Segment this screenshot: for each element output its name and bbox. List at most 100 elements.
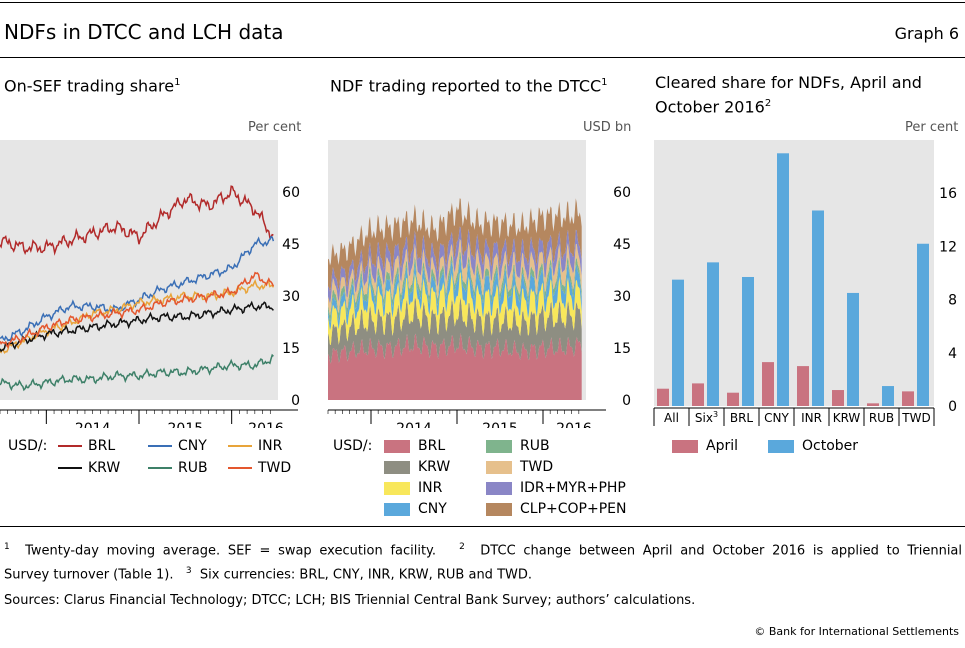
footnote-3-text: Six currencies: BRL, CNY, INR, KRW, RUB … xyxy=(199,567,533,583)
legend-swatch xyxy=(228,445,252,447)
right-y-tick-label: 16 xyxy=(939,186,957,202)
right-category-label: TWD xyxy=(901,411,930,425)
footnote-line-1: 1 Twenty-day moving average. SEF = swap … xyxy=(4,537,962,561)
legend-label: CNY xyxy=(178,438,207,454)
legend-swatch xyxy=(228,467,252,469)
right-panel-title: Cleared share for NDFs, April and Octobe… xyxy=(655,72,922,117)
legend-label: INR xyxy=(418,480,443,496)
legend-swatch xyxy=(486,439,512,453)
right-category-label: CNY xyxy=(764,411,789,425)
legend-label: KRW xyxy=(418,459,451,475)
legend-swatch xyxy=(486,481,512,495)
legend-item-rub: RUB xyxy=(148,460,208,476)
legend-label: April xyxy=(706,438,738,454)
left-panel-title-text: On-SEF trading share xyxy=(4,76,175,96)
bar-april-all xyxy=(657,388,669,406)
legend-label: RUB xyxy=(178,460,208,476)
left-x-tick-label: 2016 xyxy=(248,421,284,428)
legend-label: BRL xyxy=(418,438,446,454)
bar-october-six xyxy=(707,262,719,406)
left-y-tick-label: 15 xyxy=(282,341,300,357)
legend-label: CNY xyxy=(418,501,447,517)
header-rule xyxy=(0,57,965,58)
bar-april-cny xyxy=(762,362,774,406)
legend-item-inr: INR xyxy=(228,438,282,454)
right-y-tick-label: 8 xyxy=(948,293,957,309)
legend-swatch xyxy=(384,502,410,516)
legend-swatch xyxy=(58,445,82,447)
right-category-label: BRL xyxy=(730,411,754,425)
series-area-krw xyxy=(328,297,582,364)
right-category-label: Six3 xyxy=(695,410,718,425)
right-category-label: All xyxy=(664,411,679,425)
footnote-2-text-b: Survey turnover (Table 1). xyxy=(4,567,174,583)
copyright: © Bank for International Settlements xyxy=(754,625,959,638)
legend-swatch xyxy=(384,439,410,453)
legend-item-twd: TWD xyxy=(228,460,291,476)
dtcc-ndf-chart: 2014 2015 2016 0 15 30 45 60 xyxy=(327,140,631,428)
bar-april-inr xyxy=(797,366,809,406)
right-bars-group xyxy=(657,153,929,406)
middle-y-tick-label: 0 xyxy=(622,393,631,409)
legend-item-cny: CNY xyxy=(384,501,447,517)
legend-item-twd: TWD xyxy=(486,459,553,475)
bar-october-rub xyxy=(882,386,894,406)
legend-item-rub: RUB xyxy=(486,438,550,454)
right-category-label: INR xyxy=(801,411,822,425)
footnote-line-2: Survey turnover (Table 1). 3 Six currenc… xyxy=(4,561,962,585)
legend-item-october: October xyxy=(768,438,858,454)
footnote-2-text-a: DTCC change between April and October 20… xyxy=(480,543,963,559)
legend-swatch xyxy=(384,481,410,495)
right-category-label: RUB xyxy=(869,411,894,425)
bar-october-inr xyxy=(812,210,824,406)
right-y-tick-label: 4 xyxy=(948,346,957,362)
series-line-krw xyxy=(0,300,274,353)
legend-item-april: April xyxy=(672,438,738,454)
middle-panel-title-sup: 1 xyxy=(601,77,608,88)
right-panel-title-sup: 2 xyxy=(764,98,772,109)
footnotes: 1 Twenty-day moving average. SEF = swap … xyxy=(4,537,962,586)
series-area-brl xyxy=(328,333,582,400)
middle-panel-unit: USD bn xyxy=(583,120,632,135)
bar-april-brl xyxy=(727,392,739,406)
series-line-twd xyxy=(0,271,275,349)
series-area-inr xyxy=(328,272,582,345)
legend-label: TWD xyxy=(520,459,554,475)
bar-october-all xyxy=(672,279,684,406)
left-x-tick-label: 2015 xyxy=(168,421,204,428)
middle-y-tick-label: 45 xyxy=(613,237,631,253)
page-title: NDFs in DTCC and LCH data xyxy=(4,20,284,44)
legend-label: KRW xyxy=(88,460,121,476)
middle-x-tick-label: 2016 xyxy=(556,421,592,428)
right-category-label: KRW xyxy=(833,411,861,425)
middle-series-group xyxy=(328,198,582,400)
left-panel-title-sup: 1 xyxy=(174,77,181,88)
bar-october-krw xyxy=(847,292,859,406)
on-sef-chart: 2014 2015 2016 0 15 30 45 60 xyxy=(0,140,300,428)
middle-x-tick-label: 2014 xyxy=(396,421,432,428)
left-series-group xyxy=(0,185,275,392)
graph-label: Graph 6 xyxy=(894,24,959,43)
legend-swatch xyxy=(148,467,172,469)
series-area-cny xyxy=(328,258,582,331)
top-rule xyxy=(0,2,965,3)
right-y-tick-label: 0 xyxy=(948,399,957,415)
legend-label: CLP+COP+PEN xyxy=(520,501,627,517)
legend-swatch xyxy=(486,460,512,474)
left-panel-title: On-SEF trading share1 xyxy=(4,72,180,96)
legend-swatch xyxy=(768,439,794,453)
middle-legend: BRL RUB KRW TWD INR IDR+MYR+PHP CNY CLP+COP+PEN xyxy=(326,434,641,520)
legend-swatch xyxy=(58,467,82,469)
middle-panel-title-text: NDF trading reported to the DTCC xyxy=(330,76,602,96)
legend-item-krw: KRW xyxy=(384,459,450,475)
footnote-2-number: 2 xyxy=(459,542,465,552)
series-area-twd xyxy=(328,238,582,316)
legend-swatch xyxy=(384,460,410,474)
bar-april-twd xyxy=(902,391,914,406)
legend-swatch xyxy=(486,502,512,516)
legend-item-cny: CNY xyxy=(148,438,207,454)
bar-april-six xyxy=(692,383,704,406)
bar-april-krw xyxy=(832,390,844,406)
right-category-sup: 3 xyxy=(713,410,718,419)
right-legend: April October xyxy=(652,434,965,464)
